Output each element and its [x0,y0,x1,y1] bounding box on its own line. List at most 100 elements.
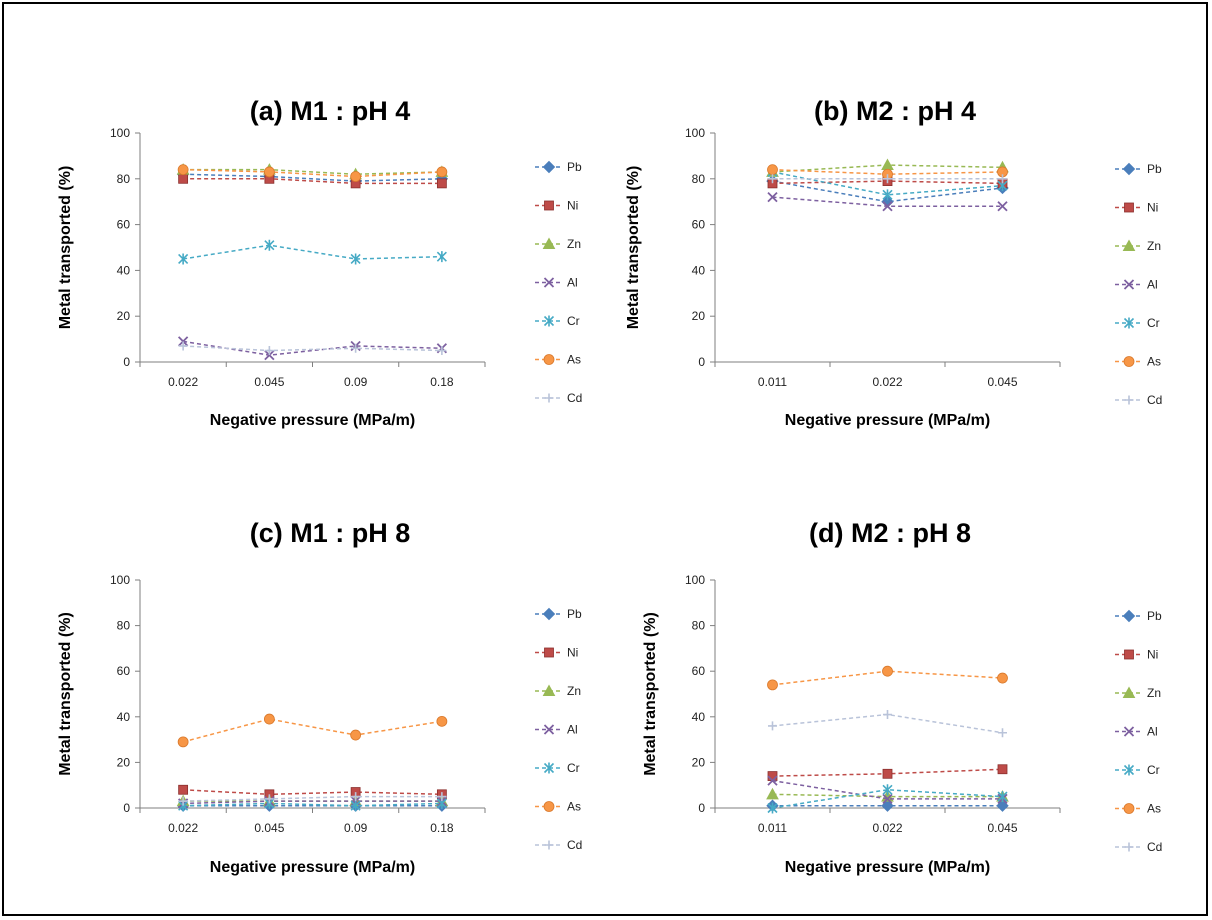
data-point [436,715,448,727]
series-al [767,191,1008,212]
legend-marker [542,684,556,696]
x-axis-label: Negative pressure (MPa/m) [785,412,990,429]
chart-panel-2: (c) M1 : pH 8 0 20 40 60 80 100 0.022 0.045 0.09 0… [57,518,582,876]
legend-marker [1122,686,1136,698]
data-point [882,784,893,796]
legend-item-pb: Pb [1115,609,1162,623]
legend-label: Ni [567,646,578,660]
legend-item-cd: Cd [535,838,582,852]
legend-marker [1123,317,1135,329]
legend-marker [543,762,555,774]
x-axis-label: Negative pressure (MPa/m) [210,412,415,429]
legend-marker [1123,803,1135,814]
legend-label: Cd [1147,393,1162,407]
legend-label: Zn [567,684,581,698]
series-pb [766,799,1009,812]
x-tick-label: 0.011 [758,821,787,835]
data-point [998,174,1007,184]
data-point [883,174,892,184]
series-as [177,713,448,748]
legend-label: Zn [1147,239,1161,253]
legend-label: Cd [567,838,582,852]
legend-marker [1123,279,1135,290]
data-point [350,253,361,265]
data-point [350,729,362,741]
chart-panel-0: (a) M1 : pH 4 0 20 40 60 80 100 0.022 0.045 0.09 0… [57,96,582,429]
chart-title: (d) M2 : pH 8 [809,518,971,548]
x-tick-label: 0.022 [872,821,902,835]
legend-label: Al [567,276,578,290]
legend-label: Al [567,723,578,737]
legend-label: As [1147,802,1161,816]
legend-marker [542,160,556,174]
legend-item-zn: Zn [1115,686,1161,700]
y-tick-label: 0 [123,801,130,815]
legend-label: As [567,353,581,367]
y-tick-label: 60 [117,218,131,232]
legend-label: Ni [1147,648,1158,662]
data-point [998,728,1007,738]
data-point [767,191,778,203]
data-point [264,794,274,804]
chart-panel-1: (b) M2 : pH 4 0 20 40 60 80 100 0.011 0.022 0.045… [625,96,1162,429]
legend-item-cr: Cr [535,314,580,328]
legend-label: Pb [567,160,582,174]
legend-item-ni: Ni [1115,201,1158,215]
legend-marker [542,237,556,249]
data-point [767,775,778,786]
x-axis-label: Negative pressure (MPa/m) [210,859,415,876]
legend-label: Pb [1147,162,1162,176]
legend-label: Cd [1147,840,1162,854]
y-tick-label: 60 [692,218,706,232]
data-point [767,771,778,781]
series-as [177,164,448,182]
x-tick-label: 0.045 [987,375,1017,389]
x-tick-label: 0.09 [344,375,368,389]
data-point [351,792,361,802]
data-point [436,166,448,178]
series-line [183,178,442,185]
legend-marker [544,393,554,403]
data-point [997,201,1008,212]
data-point [436,251,447,263]
legend-label: Al [1147,278,1158,292]
legend-label: Ni [1147,201,1158,215]
legend-item-zn: Zn [535,684,581,698]
data-point [882,201,893,212]
legend-marker [1124,202,1134,213]
series-line [183,173,442,182]
legend-label: Ni [567,199,578,213]
legend-label: Cr [567,314,580,328]
data-point [767,679,778,691]
legend-label: As [1147,355,1161,369]
data-point [768,721,777,731]
data-point [882,793,893,805]
data-point [997,764,1008,775]
data-point [178,341,188,351]
y-tick-label: 20 [692,309,706,323]
x-tick-label: 0.045 [987,821,1017,835]
series-line [772,180,1003,203]
y-tick-label: 0 [123,355,130,369]
series-line [183,168,442,175]
x-tick-label: 0.022 [168,821,198,835]
legend-item-as: As [535,353,581,367]
series-line [183,795,442,802]
data-point [767,802,778,814]
data-point [177,336,189,347]
legend-item-cr: Cr [535,761,580,775]
legend-label: Cr [1147,316,1160,330]
series-ni [178,784,447,800]
legend-marker [542,607,556,621]
series-zn [176,163,449,180]
series-line [183,345,442,352]
data-point [882,665,893,677]
series-cr [178,797,447,812]
y-tick-label: 60 [117,664,131,678]
legend-item-cr: Cr [1115,763,1160,777]
chart-title: (a) M1 : pH 4 [250,96,411,126]
legend-marker [1122,239,1136,251]
y-tick-label: 0 [698,801,705,815]
x-tick-label: 0.09 [344,821,368,835]
